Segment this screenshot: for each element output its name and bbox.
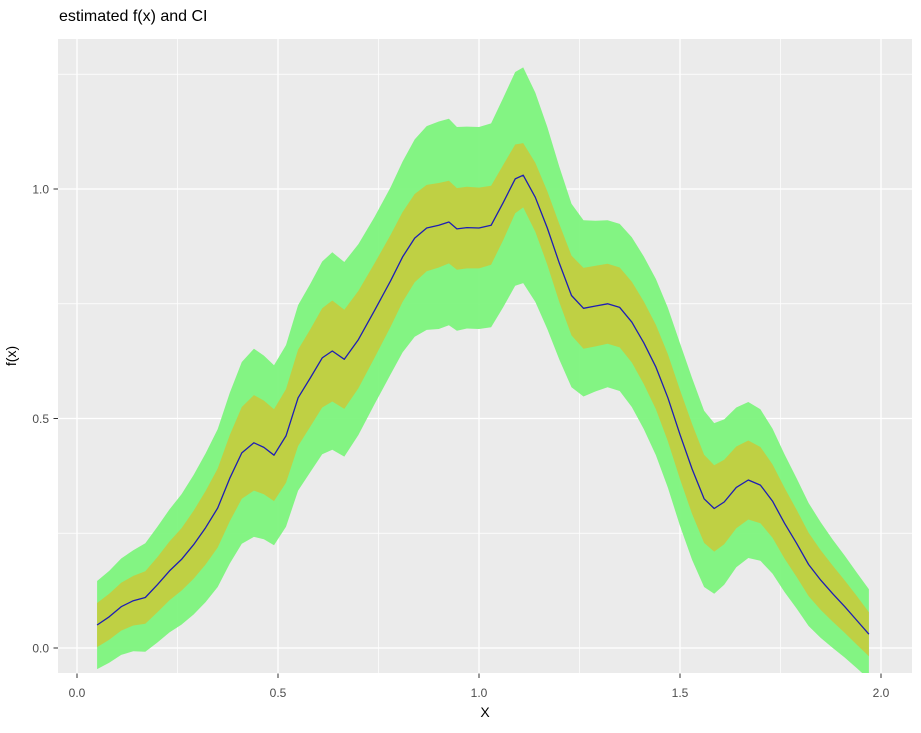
x-tick-label: 1.5 bbox=[672, 686, 689, 700]
x-tick-label: 2.0 bbox=[873, 686, 890, 700]
ribbon-layer bbox=[96, 67, 870, 673]
estimate-line bbox=[96, 174, 870, 635]
plot-title: estimated f(x) and CI bbox=[59, 8, 208, 25]
y-tick-label: 1.0 bbox=[32, 183, 49, 197]
x-tick-label: 0.5 bbox=[270, 686, 287, 700]
y-axis-title: f(x) bbox=[3, 346, 19, 366]
x-tick-label: 1.0 bbox=[471, 686, 488, 700]
axis-layer: 0.0 0.5 1.0 1.5 2.0 0.0 0.5 1.0 bbox=[32, 183, 889, 701]
x-tick-label: 0.0 bbox=[69, 686, 86, 700]
inner-ci-band bbox=[97, 143, 869, 657]
y-tick-label: 0.5 bbox=[32, 412, 49, 426]
x-axis-title: X bbox=[480, 704, 490, 720]
y-tick-label: 0.0 bbox=[32, 642, 49, 656]
